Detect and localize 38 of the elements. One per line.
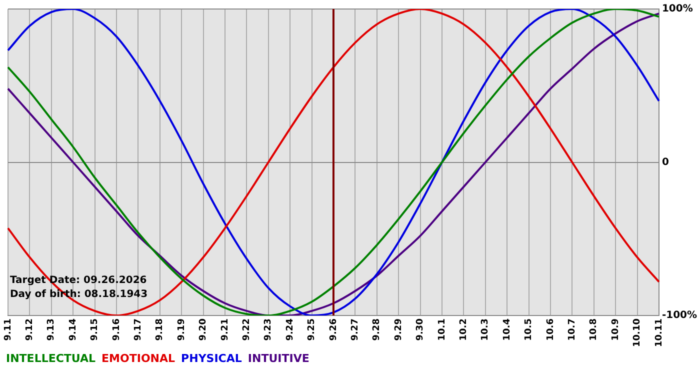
x-tick-label: 10.3: [480, 318, 491, 341]
x-tick-label: 9.24: [285, 318, 296, 341]
y-tick-label: 100%: [662, 4, 693, 15]
x-tick-label: 9.15: [90, 318, 100, 341]
text: PHYSICAL: [181, 352, 242, 365]
x-tick-label: 9.28: [372, 318, 382, 341]
x-tick-label: 10.6: [546, 318, 556, 341]
x-tick-label: 9.16: [112, 318, 122, 341]
x-tick-label: 9.25: [307, 318, 318, 341]
x-tick-label: 10.9: [610, 318, 621, 341]
x-tick-label: 9.18: [155, 318, 166, 341]
x-tick-label: 9.23: [264, 318, 274, 341]
x-tick-label: 10.10: [632, 318, 643, 347]
x-tick-label: 9.19: [176, 318, 187, 341]
x-tick-label: 10.11: [654, 318, 664, 347]
text: INTELLECTUAL: [6, 352, 96, 365]
x-tick-label: 9.11: [3, 318, 14, 341]
x-tick-label: 9.20: [198, 318, 209, 341]
x-tick-label: 9.21: [220, 318, 230, 341]
x-tick-label: 10.7: [568, 318, 578, 341]
x-tick-label: 9.13: [46, 318, 57, 341]
text: INTUITIVE: [248, 352, 310, 365]
x-tick-label: 9.12: [25, 318, 36, 341]
x-tick-label: 9.14: [68, 318, 78, 341]
x-tick-label: 10.4: [502, 318, 512, 341]
x-tick-label: 10.1: [437, 318, 448, 341]
x-tick-label: 10.5: [524, 318, 534, 341]
x-tick-label: 9.26: [328, 318, 339, 341]
x-tick-label: 10.8: [589, 318, 600, 341]
x-tick-label: 10.2: [459, 318, 470, 341]
x-tick-label: 9.30: [416, 318, 426, 341]
x-tick-label: 9.22: [242, 318, 252, 341]
x-tick-label: 9.29: [394, 318, 404, 341]
y-tick-label: 0: [662, 156, 669, 168]
y-tick-label: -100%: [662, 310, 698, 322]
text: EMOTIONAL: [102, 352, 176, 365]
x-tick-label: 9.17: [134, 318, 144, 341]
x-tick-label: 9.27: [350, 318, 361, 341]
